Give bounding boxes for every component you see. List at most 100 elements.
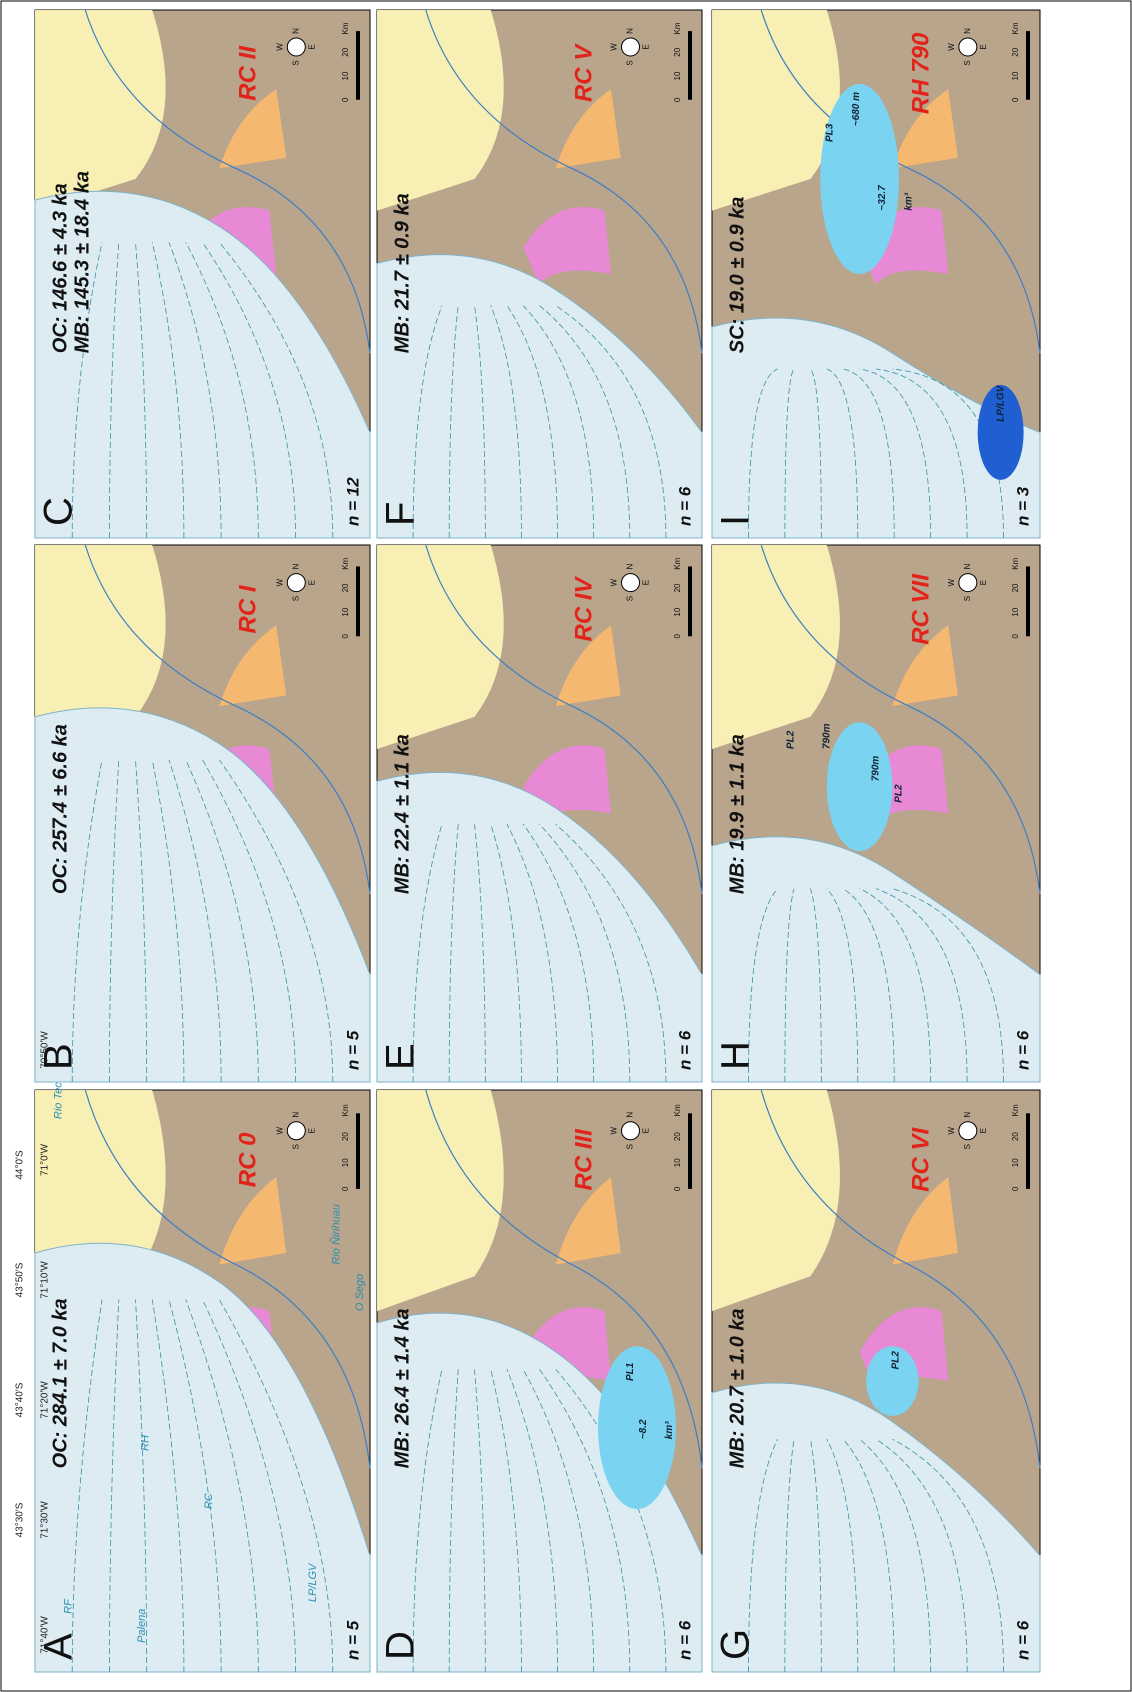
compass-letter: S [963, 1144, 972, 1149]
map-label: LP/LGV [307, 1562, 319, 1602]
scale-label: 10 [341, 71, 350, 80]
map-label: O Sego [354, 1274, 366, 1311]
panel-letter: H [714, 1041, 758, 1070]
compass-letter: S [291, 60, 300, 65]
scale-bar [1026, 566, 1030, 636]
age-label: SC: 19.0 ± 0.9 ka [726, 197, 748, 354]
scale-bar [356, 566, 360, 636]
map-panel: BOC: 257.4 ± 6.6 kaRC In = 5NESW01020Km [35, 545, 370, 1082]
scale-label: 10 [1011, 1158, 1020, 1167]
compass-letter: N [626, 563, 635, 569]
stage-label: RC III [570, 1128, 597, 1191]
longitude-label: 71°20'W [40, 1381, 51, 1419]
compass-letter: W [610, 43, 619, 51]
compass-letter: S [626, 596, 635, 601]
compass-letter: E [979, 580, 988, 585]
scale-label: 10 [673, 607, 682, 616]
map-label: 790m [871, 756, 882, 782]
map-panel: COC: 146.6 ± 4.3 kaMB: 145.3 ± 18.4 kaRC… [35, 10, 370, 538]
compass-letter: N [291, 563, 300, 569]
age-label: OC: 257.4 ± 6.6 ka [49, 724, 71, 894]
latitude-label: 43°50'S [15, 1262, 26, 1297]
map-panel: DMB: 26.4 ± 1.4 kaRC IIIn = 6NESW01020Km… [377, 1090, 702, 1672]
longitude-label: 70°50'W [40, 1031, 51, 1069]
compass-letter: N [626, 1112, 635, 1118]
scale-label: Km [1011, 22, 1020, 34]
map-label: Rio Ñirihuau [329, 1204, 342, 1265]
scale-label: 10 [1011, 71, 1020, 80]
scale-label: 20 [673, 1132, 682, 1141]
latitude-label: 43°40'S [15, 1382, 26, 1417]
scale-label: 0 [341, 634, 350, 639]
stage-label: RC V [570, 43, 597, 102]
map-label: RH [139, 1435, 151, 1451]
compass-letter: W [610, 1127, 619, 1135]
scale-label: 0 [1011, 634, 1020, 639]
scale-label: 20 [1011, 1132, 1020, 1141]
map-label: 790m [821, 723, 832, 749]
scale-bar [356, 1113, 360, 1189]
scale-label: 0 [673, 97, 682, 102]
compass [622, 574, 640, 592]
panel-letter: E [379, 1043, 423, 1070]
age-label: OC: 146.6 ± 4.3 ka [49, 183, 71, 353]
compass [287, 1122, 305, 1140]
scale-bar [1026, 31, 1030, 100]
compass-letter: E [979, 1128, 988, 1133]
compass-letter: N [291, 28, 300, 34]
age-label: MB: 21.7 ± 0.9 ka [391, 193, 413, 353]
stage-label: RC II [235, 45, 262, 101]
stage-label: RC 0 [235, 1132, 262, 1187]
scale-bar [688, 566, 692, 636]
scale-label: 0 [1011, 1186, 1020, 1191]
latitude-label: 43°30'S [15, 1502, 26, 1537]
scale-label: Km [673, 557, 682, 569]
longitude-label: 71°40'W [40, 1616, 51, 1654]
age-label: MB: 19.9 ± 1.1 ka [726, 734, 748, 894]
compass-letter: W [947, 578, 956, 586]
map-panel: HMB: 19.9 ± 1.1 kaRC VIIn = 6NESW01020Km… [712, 545, 1040, 1082]
longitude-label: 71°0'W [40, 1143, 51, 1176]
map-label: PL2 [894, 784, 905, 803]
map-panel: GMB: 20.7 ± 1.0 kaRC VIn = 6NESW01020KmP… [712, 1090, 1040, 1672]
compass-letter: E [307, 44, 316, 49]
compass-letter: N [963, 28, 972, 34]
figure: AOC: 284.1 ± 7.0 kaRC 0n = 5NESW01020KmR… [0, 0, 1132, 1692]
compass-letter: W [947, 43, 956, 51]
longitude-label: 71°30'W [40, 1501, 51, 1539]
compass-letter: W [947, 1127, 956, 1135]
compass-letter: E [307, 580, 316, 585]
stage-label: RH 790 [907, 32, 934, 114]
compass-letter: N [963, 1112, 972, 1118]
sample-count: n = 5 [343, 1620, 362, 1660]
compass-letter: W [275, 578, 284, 586]
scale-label: 20 [341, 47, 350, 56]
scale-label: 10 [673, 1158, 682, 1167]
compass-letter: W [275, 43, 284, 51]
panel-letter: C [37, 497, 81, 526]
scale-label: Km [1011, 557, 1020, 569]
map-panel: FMB: 21.7 ± 0.9 kaRC Vn = 6NESW01020Km [377, 10, 702, 538]
scale-label: 10 [341, 607, 350, 616]
map-label: LP/LGV [995, 384, 1006, 421]
panel-letter: I [714, 515, 758, 526]
map-label: ~32.7 [877, 185, 888, 211]
scale-label: 0 [673, 634, 682, 639]
scale-bar [688, 1113, 692, 1189]
compass-letter: S [626, 1144, 635, 1149]
scale-bar [688, 31, 692, 100]
map-label: ~8.2 [638, 1419, 649, 1439]
compass [959, 1122, 977, 1140]
stage-label: RC VI [907, 1127, 934, 1192]
map-label: Palena [136, 1609, 148, 1643]
sample-count: n = 6 [675, 1620, 694, 1660]
compass-letter: N [963, 563, 972, 569]
compass [959, 38, 977, 56]
scale-label: 20 [1011, 583, 1020, 592]
compass [622, 38, 640, 56]
longitude-label: 71°10'W [40, 1261, 51, 1299]
compass-letter: E [642, 580, 651, 585]
panel-letter: D [379, 1631, 423, 1660]
compass [287, 574, 305, 592]
